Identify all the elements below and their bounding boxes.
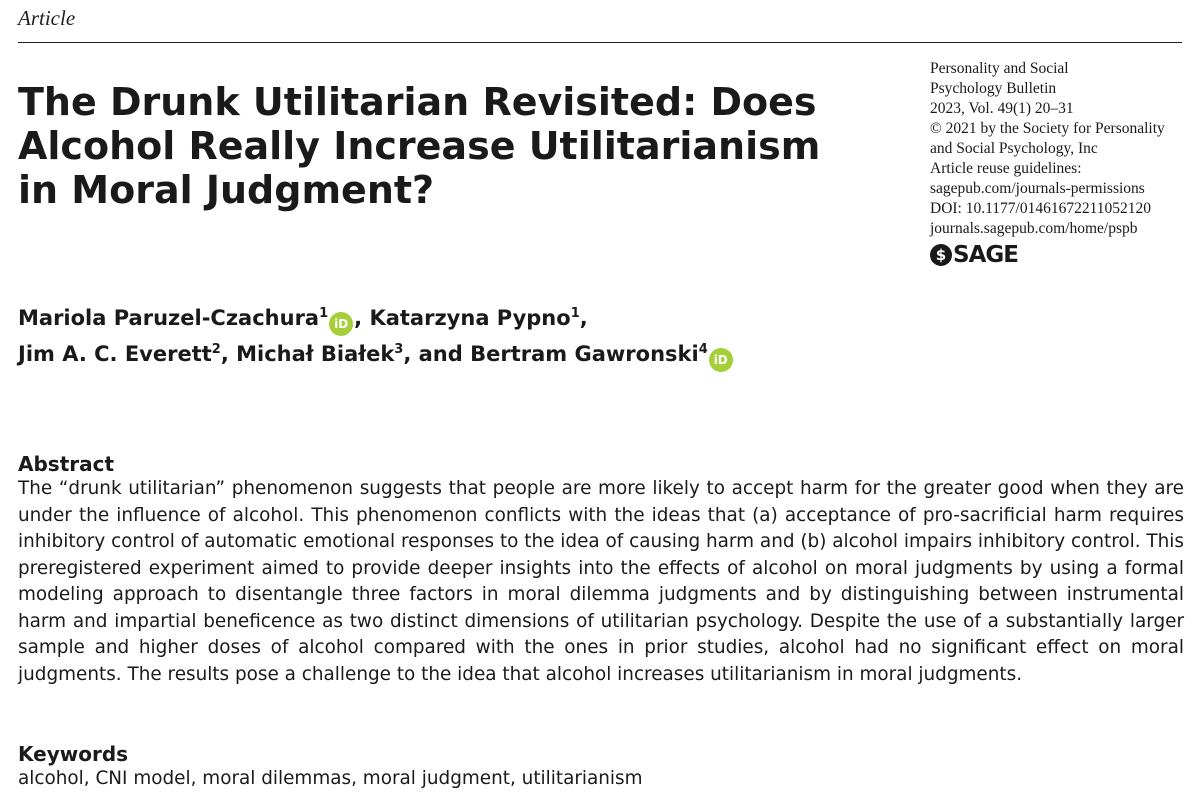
journal-volume: 2023, Vol. 49(1) 20–31 — [930, 100, 1074, 117]
permissions-link[interactable]: sagepub.com/journals-permissions — [930, 180, 1145, 197]
keywords-section: Keywords alcohol, CNI model, moral dilem… — [18, 742, 1184, 792]
keywords-text: alcohol, CNI model, moral dilemmas, mora… — [18, 768, 643, 789]
abstract-text: The “drunk utilitarian” phenomenon sugge… — [18, 478, 1184, 685]
journal-info: Personality and Social Psychology Bullet… — [930, 59, 1190, 269]
title-line-3: in Moral Judgment? — [18, 168, 435, 212]
paper-title: The Drunk Utilitarian Revisited: Does Al… — [18, 80, 821, 212]
author-line-2: Jim A. C. Everett2, Michał Białek3, and … — [18, 336, 734, 372]
doi-link[interactable]: DOI: 10.1177/01461672211052120 — [930, 200, 1152, 217]
title-line-1: The Drunk Utilitarian Revisited: Does — [18, 80, 817, 124]
author-name: Bertram Gawronski — [470, 342, 699, 366]
sage-seal-icon: $ — [930, 244, 952, 266]
author-separator: , and — [403, 342, 471, 366]
author-affiliation: 4 — [698, 342, 708, 357]
author-separator: , — [220, 342, 237, 366]
author-name: Mariola Paruzel-Czachura — [18, 306, 320, 330]
author-name: Michał Białek — [236, 342, 395, 366]
author-affiliation: 3 — [394, 342, 404, 357]
journal-name-line-1: Personality and Social — [930, 60, 1069, 77]
journal-name-line-2: Psychology Bulletin — [930, 80, 1057, 97]
copyright-line-1: © 2021 by the Society for Personality — [930, 120, 1165, 137]
abstract-section: Abstract The “drunk utilitarian” phenome… — [18, 452, 1184, 688]
copyright-line-2: and Social Psychology, Inc — [930, 140, 1098, 157]
author-affiliation: 1 — [319, 306, 329, 321]
author-name: Katarzyna Pypno — [369, 306, 571, 330]
header-rule — [18, 42, 1182, 43]
author-separator: , — [579, 306, 588, 330]
author-name: Jim A. C. Everett — [18, 342, 212, 366]
sage-logo: $ SAGE — [930, 241, 1190, 269]
orcid-icon[interactable]: iD — [329, 312, 354, 336]
article-type-label: Article — [18, 6, 76, 30]
title-line-2: Alcohol Really Increase Utilitarianism — [18, 124, 821, 168]
author-affiliation: 2 — [211, 342, 221, 357]
keywords-heading: Keywords — [18, 742, 129, 766]
reuse-label: Article reuse guidelines: — [930, 160, 1082, 177]
abstract-heading: Abstract — [18, 452, 115, 476]
sage-logo-text: SAGE — [953, 242, 1019, 268]
journal-homepage-link[interactable]: journals.sagepub.com/home/pspb — [930, 220, 1138, 237]
author-affiliation: 1 — [570, 306, 580, 321]
author-line-1: Mariola Paruzel-Czachura1iD, Katarzyna P… — [18, 300, 734, 336]
author-list: Mariola Paruzel-Czachura1iD, Katarzyna P… — [18, 300, 734, 372]
orcid-icon[interactable]: iD — [708, 348, 733, 372]
author-separator: , — [354, 306, 370, 330]
